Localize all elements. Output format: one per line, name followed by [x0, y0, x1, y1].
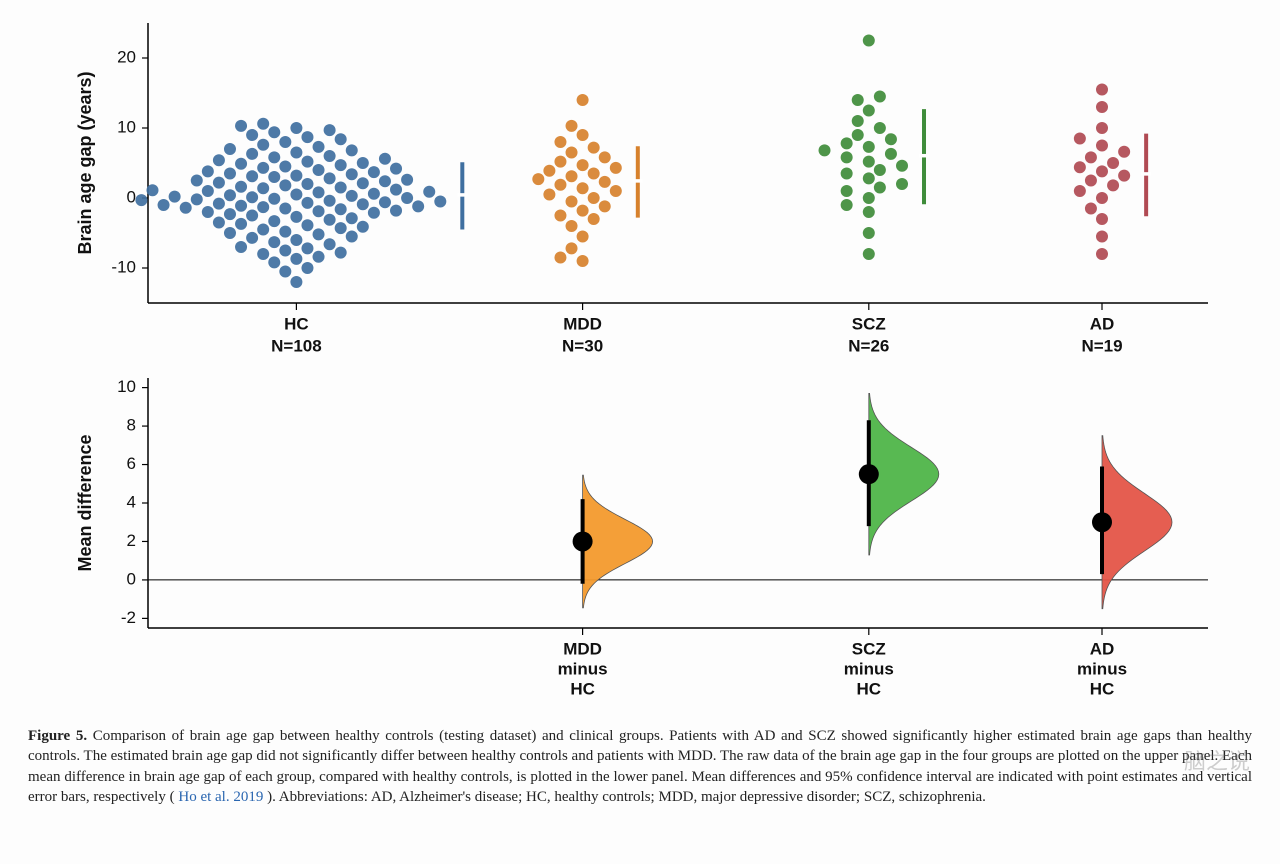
figure-svg: -1001020Brain age gap (years)HCN=108MDDN…: [28, 18, 1252, 718]
svg-text:HC: HC: [284, 314, 309, 333]
svg-text:10: 10: [117, 377, 136, 396]
svg-text:minus: minus: [844, 659, 894, 678]
svg-text:-10: -10: [111, 257, 136, 276]
svg-text:HC: HC: [1090, 679, 1115, 698]
svg-text:4: 4: [127, 492, 136, 511]
svg-text:MDD: MDD: [563, 314, 602, 333]
svg-text:N=26: N=26: [848, 336, 889, 355]
citation: Ho et al. 2019: [178, 789, 263, 805]
svg-text:MDD: MDD: [563, 639, 602, 658]
svg-text:-2: -2: [121, 608, 136, 627]
svg-text:8: 8: [127, 416, 136, 435]
svg-text:N=108: N=108: [271, 336, 322, 355]
svg-text:Brain age gap (years): Brain age gap (years): [75, 71, 95, 254]
svg-text:SCZ: SCZ: [852, 639, 886, 658]
figure-caption: Figure 5. Comparison of brain age gap be…: [28, 726, 1252, 807]
svg-text:AD: AD: [1090, 314, 1115, 333]
svg-text:Mean difference: Mean difference: [75, 434, 95, 571]
svg-text:N=30: N=30: [562, 336, 603, 355]
svg-text:6: 6: [127, 454, 136, 473]
figure-panels: -1001020Brain age gap (years)HCN=108MDDN…: [28, 18, 1252, 718]
svg-text:2: 2: [127, 531, 136, 550]
svg-text:minus: minus: [1077, 659, 1127, 678]
svg-text:HC: HC: [570, 679, 595, 698]
svg-text:N=19: N=19: [1081, 336, 1122, 355]
svg-text:0: 0: [127, 187, 136, 206]
svg-text:0: 0: [127, 569, 136, 588]
svg-text:minus: minus: [558, 659, 608, 678]
figure-label: Figure 5.: [28, 728, 87, 744]
svg-text:20: 20: [117, 47, 136, 66]
svg-text:10: 10: [117, 117, 136, 136]
caption-tail: ). Abbreviations: AD, Alzheimer's diseas…: [267, 789, 986, 805]
svg-text:SCZ: SCZ: [852, 314, 886, 333]
svg-text:HC: HC: [857, 679, 882, 698]
svg-text:AD: AD: [1090, 639, 1115, 658]
